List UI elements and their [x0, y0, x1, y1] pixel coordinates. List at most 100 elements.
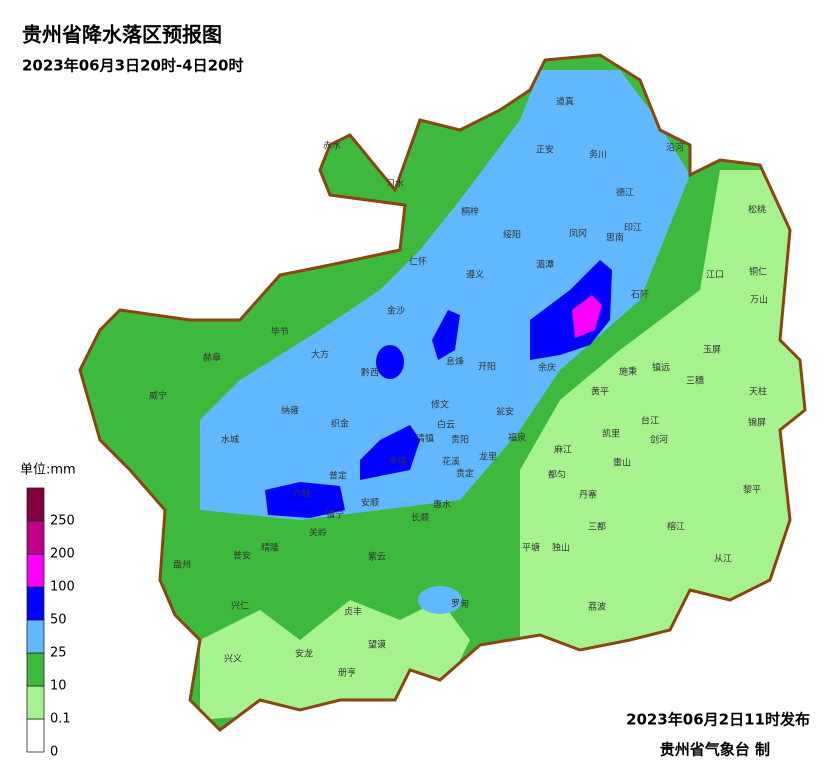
place-label: 息烽 — [446, 356, 464, 368]
issued: 2023年06月2日11时发布 — [626, 711, 810, 729]
place-label: 思南 — [606, 232, 624, 244]
place-label: 都匀 — [548, 469, 566, 481]
place-label: 普安 — [233, 550, 251, 562]
place-label: 天柱 — [749, 386, 767, 398]
place-label: 关岭 — [309, 527, 327, 539]
place-label: 施秉 — [619, 366, 637, 378]
place-label: 三都 — [588, 522, 606, 533]
place-label: 凤冈 — [569, 229, 587, 240]
legend-swatch — [26, 520, 45, 555]
place-label: 石阡 — [631, 290, 649, 301]
place-label: 丹寨 — [579, 489, 597, 501]
place-label: 花溪 — [442, 456, 460, 468]
place-label: 紫云 — [368, 552, 386, 563]
place-label: 清镇 — [416, 433, 434, 445]
place-label: 万山 — [750, 295, 768, 306]
place-label: 黄平 — [591, 386, 609, 398]
legend-level: 0.1 — [50, 712, 71, 727]
legend-level: 50 — [50, 613, 67, 628]
place-label: 修文 — [431, 399, 449, 411]
place-label: 晴隆 — [261, 542, 279, 554]
place-label: 罗甸 — [451, 598, 469, 610]
place-label: 六枝 — [293, 488, 311, 500]
legend-swatch — [26, 718, 45, 753]
place-label: 印江 — [624, 222, 642, 234]
place-label: 遵义 — [466, 269, 484, 281]
place-label: 剑河 — [650, 434, 668, 446]
place-label: 长顺 — [411, 512, 429, 524]
zone-25-50 — [200, 70, 690, 520]
place-label: 沿河 — [666, 142, 684, 154]
place-label: 凯里 — [602, 428, 620, 440]
zone-50-100 — [376, 345, 404, 379]
place-label: 德江 — [616, 187, 634, 199]
place-label: 玉屏 — [703, 345, 721, 356]
place-label: 册亨 — [338, 667, 356, 679]
legend-level: 25 — [50, 646, 67, 661]
place-label: 务川 — [589, 149, 607, 161]
legend-level: 200 — [50, 547, 75, 562]
place-label: 独山 — [552, 542, 570, 554]
place-label: 龙里 — [479, 451, 497, 463]
place-label: 大方 — [311, 349, 329, 361]
place-label: 白云 — [437, 419, 455, 431]
zone-50-100 — [530, 260, 612, 360]
place-label: 绥阳 — [503, 230, 521, 241]
place-label: 平塘 — [522, 542, 540, 554]
legend: 单位:mm 0 0.1 10 25 50 100 200 250 — [20, 463, 76, 760]
legend-level: 0 — [50, 745, 58, 760]
place-label: 麻江 — [554, 444, 572, 456]
place-label: 黔西 — [361, 367, 379, 379]
place-label: 雷山 — [613, 458, 631, 469]
place-label: 织金 — [331, 418, 349, 430]
place-label: 纳雍 — [281, 405, 299, 417]
place-label: 道真 — [556, 96, 574, 108]
place-label: 惠水 — [433, 499, 451, 511]
place-label: 正安 — [536, 144, 554, 156]
place-label: 平坝 — [389, 457, 407, 468]
place-label: 安龙 — [295, 648, 313, 660]
zone-50-100 — [360, 425, 420, 480]
place-label: 金沙 — [387, 305, 405, 317]
place-label: 从江 — [714, 554, 732, 565]
place-label: 湄潭 — [536, 260, 554, 271]
place-label: 望谟 — [368, 639, 386, 651]
zone-50-100 — [265, 482, 345, 518]
agency: 贵州省气象台 制 — [660, 741, 770, 759]
place-label: 兴义 — [224, 654, 242, 665]
place-label: 贵阳 — [451, 434, 469, 446]
place-label: 毕节 — [271, 326, 289, 338]
legend-swatch — [26, 553, 45, 588]
place-label: 江口 — [706, 270, 724, 281]
place-label: 赫章 — [203, 352, 221, 364]
place-label: 余庆 — [538, 362, 556, 374]
zone-25-50 — [418, 586, 462, 614]
place-label: 黎平 — [743, 484, 761, 496]
legend-swatch — [26, 619, 45, 654]
place-label: 瓮安 — [496, 406, 514, 418]
place-label: 台江 — [641, 415, 659, 427]
place-label: 仁怀 — [409, 256, 427, 268]
place-label: 镇远 — [652, 362, 670, 374]
title: 贵州省降水落区预报图 — [22, 23, 222, 47]
place-label: 水城 — [221, 434, 239, 446]
place-label: 镇宁 — [326, 509, 344, 521]
place-label: 榕江 — [667, 521, 685, 533]
zone-100-200 — [572, 295, 602, 338]
place-label: 贞丰 — [344, 606, 362, 618]
legend-level: 100 — [50, 580, 75, 595]
place-label: 贵定 — [456, 468, 474, 480]
legend-swatch — [26, 685, 45, 720]
place-label: 开阳 — [478, 362, 496, 373]
legend-level: 10 — [50, 679, 67, 694]
place-label: 威宁 — [149, 390, 167, 402]
legend-swatch — [26, 586, 45, 621]
place-label: 赤水 — [323, 140, 341, 152]
place-label: 桐梓 — [461, 206, 479, 218]
place-label: 铜仁 — [749, 266, 767, 278]
place-label: 荔波 — [588, 601, 606, 613]
legend-swatch — [26, 487, 45, 522]
place-label: 三穗 — [686, 375, 704, 387]
